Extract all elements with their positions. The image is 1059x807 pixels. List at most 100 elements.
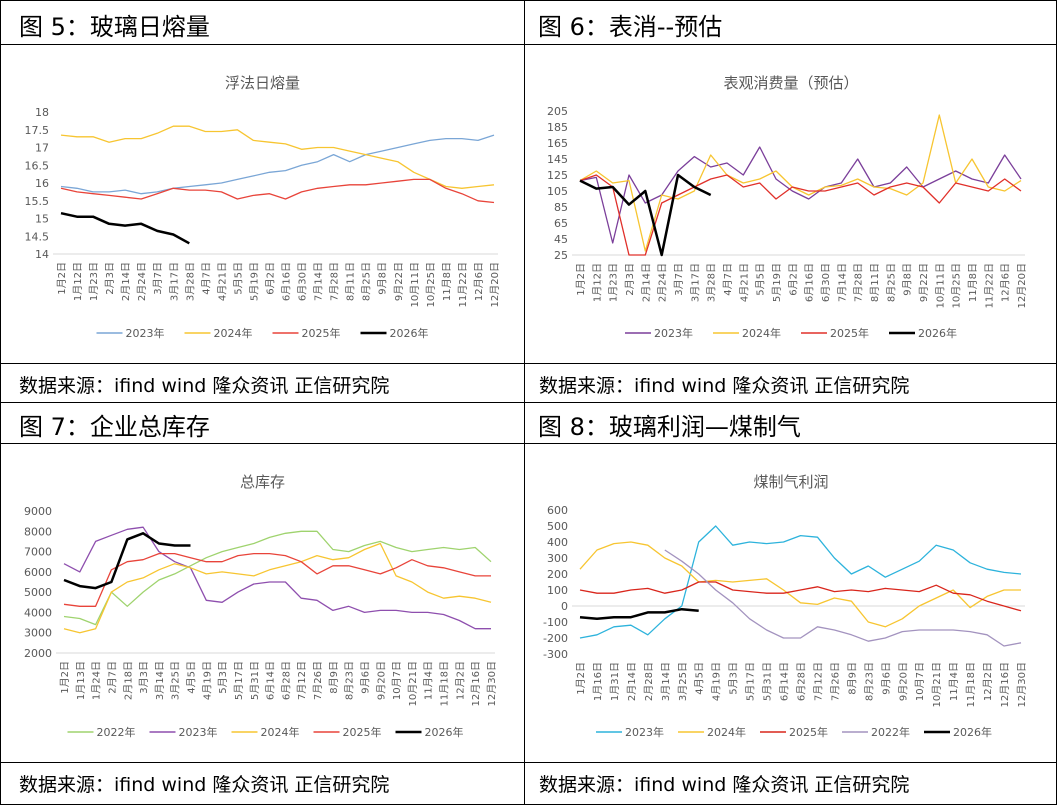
x-tick-label: 10月21日 bbox=[931, 662, 943, 707]
x-tick-label: 6月2日 bbox=[264, 262, 276, 295]
x-tick-label: 11月22日 bbox=[983, 263, 995, 308]
x-tick-label: 3月17日 bbox=[689, 263, 701, 302]
x-tick-label: 2月24日 bbox=[657, 263, 669, 302]
x-tick-label: 6月16日 bbox=[281, 262, 293, 301]
x-tick-label: 12月20日 bbox=[1016, 263, 1028, 308]
y-tick-label: 9000 bbox=[24, 505, 52, 518]
x-tick-label: 3月17日 bbox=[168, 262, 180, 301]
x-tick-label: 8月11日 bbox=[869, 263, 881, 302]
x-tick-label: 4月5日 bbox=[186, 661, 198, 694]
legend-label: 2025年 bbox=[830, 326, 869, 340]
y-tick-label: 205 bbox=[547, 105, 568, 118]
divider bbox=[1, 443, 1056, 444]
x-tick-label: 7月14日 bbox=[313, 262, 325, 301]
x-tick-label: 2月3日 bbox=[104, 262, 116, 295]
chart-title: 总库存 bbox=[240, 473, 285, 491]
legend-label: 2026年 bbox=[953, 725, 992, 739]
x-tick-label: 10月7日 bbox=[391, 661, 403, 700]
y-tick-label: 15.5 bbox=[25, 195, 50, 208]
x-tick-label: 1月23日 bbox=[88, 262, 100, 301]
figure-5-title: 图 5：玻璃日熔量 bbox=[19, 13, 210, 41]
y-tick-label: 18 bbox=[35, 106, 49, 119]
chart-total-inventory: 总库存 2000 3000 4000 5000 6000 7000 8000 9000 1月2日 1… bbox=[24, 473, 498, 739]
y-tick-label: 400 bbox=[547, 536, 568, 549]
series-line-2024 bbox=[63, 542, 492, 634]
x-tick-label: 2月14日 bbox=[640, 263, 652, 302]
legend-label: 2025年 bbox=[343, 725, 382, 739]
y-tick-label: 6000 bbox=[24, 566, 52, 579]
x-tick-label: 1月12日 bbox=[72, 262, 84, 301]
figure-6-title: 图 6：表消--预估 bbox=[538, 13, 723, 41]
legend-label: 2023年 bbox=[179, 725, 218, 739]
x-tick-label: 4月19日 bbox=[201, 661, 213, 700]
figure-6-source: 数据来源：ifind wind 隆众资讯 正信研究院 bbox=[539, 375, 910, 397]
series-line-2024 bbox=[579, 114, 1022, 252]
y-tick-label: -100 bbox=[543, 616, 568, 629]
chart-apparent-consumption: 表观消费量（预估） 25 45 65 85 105 125 145 165 185 205 1月2日 1… bbox=[547, 74, 1028, 340]
x-tick-label: 4月7日 bbox=[200, 262, 212, 295]
x-tick-label: 12月2日 bbox=[982, 662, 994, 701]
x-tick-label: 8月9日 bbox=[328, 661, 340, 694]
x-tick-label: 6月14日 bbox=[779, 662, 791, 701]
y-tick-label: 500 bbox=[547, 520, 568, 533]
series-line-2023 bbox=[579, 146, 1022, 244]
legend-label: 2023年 bbox=[625, 725, 664, 739]
x-tick-label: 3月25日 bbox=[170, 661, 182, 700]
y-tick-label: 0 bbox=[561, 600, 568, 613]
legend-label: 2025年 bbox=[302, 326, 341, 340]
x-tick-label: 5月19日 bbox=[771, 263, 783, 302]
x-tick-label: 9月20日 bbox=[897, 662, 909, 701]
legend-label: 2024年 bbox=[261, 725, 300, 739]
x-tick-label: 11月8日 bbox=[441, 262, 453, 301]
x-tick-label: 2月14日 bbox=[626, 662, 638, 701]
x-tick-label: 5月19日 bbox=[248, 262, 260, 301]
legend-label: 2024年 bbox=[742, 326, 781, 340]
x-tick-label: 7月26日 bbox=[312, 661, 324, 700]
x-tick-label: 1月2日 bbox=[56, 262, 68, 295]
x-tick-label: 5月17日 bbox=[233, 661, 245, 700]
y-tick-label: 16.5 bbox=[25, 159, 50, 172]
x-tick-label: 12月6日 bbox=[1000, 263, 1012, 302]
x-tick-label: 9月6日 bbox=[880, 662, 892, 695]
y-tick-label: 17 bbox=[35, 142, 49, 155]
x-tick-label: 12月16日 bbox=[470, 661, 482, 706]
x-tick-label: 2月14日 bbox=[120, 262, 132, 301]
chart-title: 表观消费量（预估） bbox=[723, 74, 858, 92]
y-tick-label: 165 bbox=[547, 137, 568, 150]
x-tick-label: 11月18日 bbox=[439, 661, 451, 706]
x-tick-label: 4月21日 bbox=[738, 263, 750, 302]
x-tick-label: 11月22日 bbox=[457, 262, 469, 307]
series-line-2024 bbox=[60, 125, 495, 189]
x-tick-label: 9月6日 bbox=[359, 661, 371, 694]
x-tick-label: 9月22日 bbox=[918, 263, 930, 302]
series-line-2026 bbox=[60, 211, 190, 245]
divider bbox=[1, 762, 1056, 763]
x-tick-label: 9月22日 bbox=[393, 262, 405, 301]
x-tick-label: 6月30日 bbox=[297, 262, 309, 301]
figure-8-title: 图 8：玻璃利润—煤制气 bbox=[538, 413, 801, 441]
legend-label: 2026年 bbox=[390, 326, 429, 340]
chart-glass-daily-melt: 浮法日熔量 14 14.5 15 15.5 16 16.5 17 17.5 18 1月2日 1月12日… bbox=[25, 74, 502, 340]
series-line-2023 bbox=[579, 525, 1022, 639]
x-tick-label: 10月11日 bbox=[934, 263, 946, 308]
x-tick-label: 8月25日 bbox=[361, 262, 373, 301]
x-tick-label: 11月4日 bbox=[948, 662, 960, 701]
divider bbox=[1, 402, 1056, 403]
x-tick-label: 1月23日 bbox=[608, 263, 620, 302]
x-tick-label: 10月25日 bbox=[951, 263, 963, 308]
x-tick-label: 2月7日 bbox=[106, 661, 118, 694]
x-tick-label: 3月25日 bbox=[677, 662, 689, 701]
x-tick-label: 7月26日 bbox=[829, 662, 841, 701]
series-line-2026 bbox=[63, 532, 191, 590]
y-tick-label: 17.5 bbox=[25, 124, 50, 137]
y-tick-label: 4000 bbox=[24, 606, 52, 619]
chart-title: 煤制气利润 bbox=[753, 473, 828, 491]
series-line-2025 bbox=[63, 552, 491, 607]
series-line-2023 bbox=[60, 134, 495, 195]
x-tick-label: 5月3日 bbox=[217, 661, 229, 694]
x-tick-label: 11月8日 bbox=[967, 263, 979, 302]
x-tick-label: 10月25日 bbox=[425, 262, 437, 307]
x-tick-label: 12月6日 bbox=[473, 262, 485, 301]
y-tick-label: 185 bbox=[547, 121, 568, 134]
x-tick-label: 10月21日 bbox=[407, 661, 419, 706]
